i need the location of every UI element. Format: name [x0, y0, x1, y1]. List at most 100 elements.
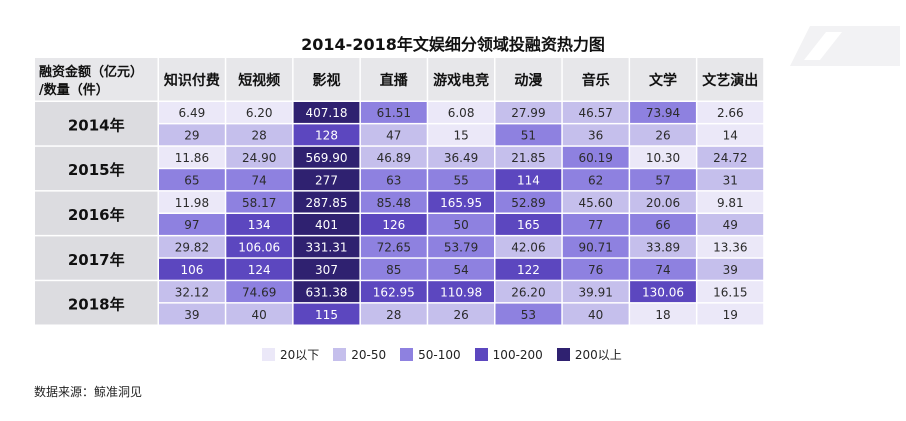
- amount-cell: [360, 102, 427, 123]
- count-value: 115: [315, 308, 338, 322]
- amount-cell: [630, 281, 696, 303]
- count-cell: [495, 258, 562, 280]
- column-header-label: 动漫: [514, 72, 543, 89]
- amount-cell: [697, 191, 764, 213]
- column-header-cell: [630, 58, 696, 101]
- legend-label: 200以上: [574, 348, 622, 362]
- legend-swatch: [262, 348, 275, 361]
- amount-cell: [226, 191, 293, 213]
- count-value: 40: [588, 308, 603, 322]
- column-header-label: 文艺演出: [702, 72, 758, 89]
- column-header-cell: [562, 58, 629, 101]
- decor-shape: [790, 26, 900, 66]
- count-value: 15: [453, 129, 468, 143]
- amount-value: 13.36: [713, 241, 747, 255]
- amount-value: 52.89: [511, 196, 545, 210]
- count-cell: [630, 124, 696, 146]
- amount-value: 6.20: [246, 106, 273, 120]
- column-header-label: 直播: [380, 72, 409, 89]
- amount-value: 10.30: [646, 151, 680, 165]
- count-cell: [562, 303, 629, 325]
- count-value: 53: [521, 308, 536, 322]
- amount-value: 32.12: [175, 285, 209, 299]
- count-cell: [428, 258, 494, 280]
- legend-swatch: [400, 348, 414, 361]
- amount-cell: [293, 236, 360, 258]
- count-cell: [495, 124, 562, 146]
- count-value: 55: [453, 173, 468, 187]
- corner-label-line: 融资金额（亿元）: [39, 64, 143, 80]
- count-value: 401: [315, 218, 338, 232]
- amount-cell: [428, 236, 494, 258]
- amount-cell: [562, 236, 629, 258]
- amount-value: 11.86: [175, 151, 209, 165]
- amount-cell: [226, 102, 293, 123]
- amount-cell: [428, 281, 494, 303]
- amount-value: 73.94: [646, 106, 680, 120]
- amount-cell: [428, 102, 494, 123]
- amount-cell: [293, 281, 360, 303]
- amount-value: 29.82: [175, 241, 209, 255]
- column-header-label: 影视: [313, 72, 341, 89]
- count-value: 66: [655, 218, 670, 232]
- column-header-cell: [697, 58, 764, 101]
- amount-value: 74.69: [242, 285, 276, 299]
- count-value: 54: [453, 263, 468, 277]
- count-cell: [562, 214, 629, 235]
- count-cell: [293, 124, 360, 146]
- count-value: 36: [588, 129, 603, 143]
- amount-value: 24.72: [713, 151, 747, 165]
- amount-cell: [360, 146, 427, 168]
- amount-cell: [697, 236, 764, 258]
- legend-swatch: [333, 348, 347, 361]
- amount-value: 16.15: [713, 285, 747, 299]
- count-value: 97: [184, 218, 199, 232]
- count-cell: [428, 169, 494, 191]
- amount-value: 26.20: [511, 285, 545, 299]
- amount-value: 11.98: [175, 196, 209, 210]
- legend-item: 20-50: [333, 348, 386, 362]
- column-header-cell: [360, 58, 427, 101]
- amount-value: 42.06: [511, 241, 545, 255]
- amount-cell: [360, 281, 427, 303]
- legend-item: 100-200: [474, 348, 543, 362]
- column-header-label: 知识付费: [164, 72, 220, 89]
- amount-value: 21.85: [511, 151, 545, 165]
- source-note: 数据来源：鲸准洞见: [34, 385, 143, 399]
- count-value: 26: [453, 308, 468, 322]
- amount-cell: [293, 146, 360, 168]
- count-cell: [562, 258, 629, 280]
- row-year-label: 2015年: [68, 161, 125, 179]
- count-value: 106: [180, 263, 203, 277]
- amount-cell: [159, 191, 225, 213]
- count-cell: [697, 258, 764, 280]
- count-cell: [428, 214, 494, 235]
- count-value: 76: [588, 263, 603, 277]
- legend-label: 50-100: [418, 347, 461, 362]
- count-value: 40: [252, 308, 267, 322]
- count-cell: [697, 214, 764, 235]
- count-value: 307: [315, 263, 338, 277]
- count-cell: [697, 303, 764, 325]
- count-value: 126: [382, 218, 405, 232]
- count-value: 39: [723, 263, 738, 277]
- amount-cell: [697, 146, 764, 168]
- column-header-cell: [226, 58, 293, 101]
- amount-cell: [562, 191, 629, 213]
- count-cell: [159, 214, 225, 235]
- column-header-cell: [293, 58, 360, 101]
- count-cell: [630, 169, 696, 191]
- count-value: 57: [655, 173, 670, 187]
- amount-cell: [428, 191, 494, 213]
- count-value: 124: [248, 263, 271, 277]
- count-cell: [360, 258, 427, 280]
- row-header-cell: [35, 281, 158, 325]
- legend-item: 200以上: [556, 346, 622, 363]
- amount-cell: [226, 281, 293, 303]
- column-header-cell: [495, 58, 562, 101]
- amount-value: 20.06: [646, 196, 680, 210]
- count-cell: [360, 303, 427, 325]
- row-header-cell: [35, 236, 158, 280]
- amount-value: 27.99: [511, 106, 545, 120]
- count-cell: [428, 303, 494, 325]
